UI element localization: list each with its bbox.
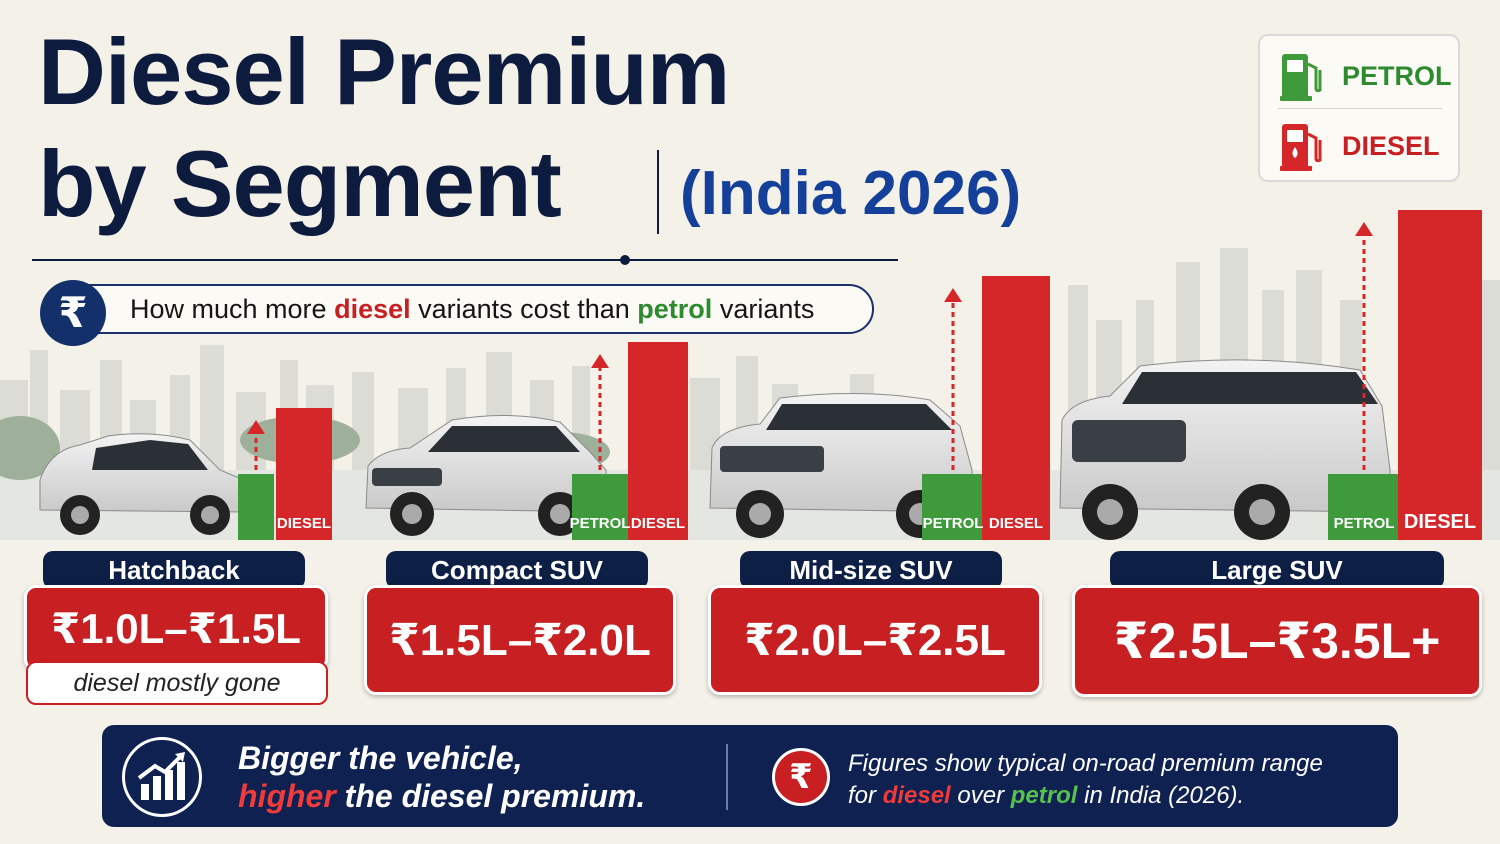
premium-range-2: ₹2.0L–₹2.5L [708,585,1042,695]
car-large-suv [1059,359,1391,540]
subtitle: How much more diesel variants cost than … [130,292,814,326]
hatchback-note: diesel mostly gone [26,661,328,705]
subtitle-petrol-word: petrol [637,294,713,324]
legend-item-petrol: PETROL [1280,50,1452,102]
subtitle-part-2: variants cost than [418,294,630,324]
bar-label-petrol-1: PETROL [570,515,631,532]
title-year: (India 2026) [680,159,1022,228]
premium-arrow-head-3 [1355,222,1373,236]
footer-note-for: for [848,782,877,809]
bar-diesel-1 [628,342,688,540]
bar-label-diesel-2: DIESEL [989,515,1043,532]
title-divider [657,150,659,234]
bar-petrol-2 [922,474,984,540]
footer-tagline-line-2: higher the diesel premium. [238,778,645,815]
footer-rupee-icon: ₹ [772,748,830,806]
footer-note-line-2: for diesel over petrol in India (2026). [848,782,1244,810]
bar-label-petrol-3: PETROL [1334,515,1395,532]
segment-label-1: Compact SUV [386,551,648,589]
bar-diesel-0 [276,408,332,540]
footer-tagline-higher: higher [238,778,336,814]
footer-note-over: over [957,782,1005,809]
bar-diesel-2 [982,276,1050,540]
bar-petrol-1 [572,474,628,540]
legend-item-diesel: DIESEL [1280,120,1450,172]
premium-arrow-head-2 [944,288,962,302]
growth-chart-icon [137,752,185,800]
premium-arrow-head-0 [247,420,265,434]
legend-petrol-label: PETROL [1342,61,1452,91]
premium-arrow-head-1 [591,354,609,368]
footer-note-diesel: diesel [882,782,951,809]
segment-label-0: Hatchback [43,551,305,589]
bar-diesel-3 [1398,210,1482,540]
title-rule-dot [620,255,630,265]
footer-note-line-1: Figures show typical on-road premium ran… [848,750,1323,777]
bars-layer: DIESEL PETROL DIESEL PETROL DIESEL PETROL DIES… [238,210,1482,540]
page-title-line-2: by Segment [38,131,562,236]
subtitle-part-3: variants [719,294,815,324]
car-compact-suv [365,414,607,536]
bar-label-diesel-0: DIESEL [277,515,331,532]
bar-petrol-0 [238,474,274,540]
footer-note-petrol: petrol [1010,782,1078,809]
footer-divider [726,744,728,810]
footer-note-end: in India (2026). [1084,782,1245,809]
premium-range-1: ₹1.5L–₹2.0L [364,585,676,695]
subtitle-pill [46,284,874,334]
title-rule [32,259,898,261]
bar-petrol-3 [1328,474,1400,540]
bar-label-petrol-2: PETROL [923,515,984,532]
footer-icon-circle [122,737,202,817]
premium-range-0: ₹1.0L–₹1.5L [24,585,328,671]
fuel-pump-icon [1280,54,1322,101]
page-title-line-1: Diesel Premium [38,19,730,124]
car-hatchback [39,433,247,535]
premium-range-3: ₹2.5L–₹3.5L+ [1072,585,1482,697]
chart-legend: PETROL DIESEL [1258,34,1460,182]
car-mid-size-suv [709,392,973,538]
legend-divider [1278,108,1442,109]
footer-tagline-line-1: Bigger the vehicle, [238,740,523,776]
subtitle-diesel-word: diesel [334,294,411,324]
bar-label-diesel-1: DIESEL [631,515,685,532]
segment-label-2: Mid-size SUV [740,551,1002,589]
fuel-drop-pump-icon [1280,124,1322,171]
footer-tagline-rest: the diesel premium. [344,778,646,814]
segment-label-3: Large SUV [1110,551,1444,589]
subtitle-part-1: How much more [130,294,327,324]
footer-banner [102,725,1398,827]
legend-diesel-label: DIESEL [1342,131,1440,161]
rupee-icon: ₹ [40,280,106,346]
bar-label-diesel-3: DIESEL [1404,511,1476,533]
